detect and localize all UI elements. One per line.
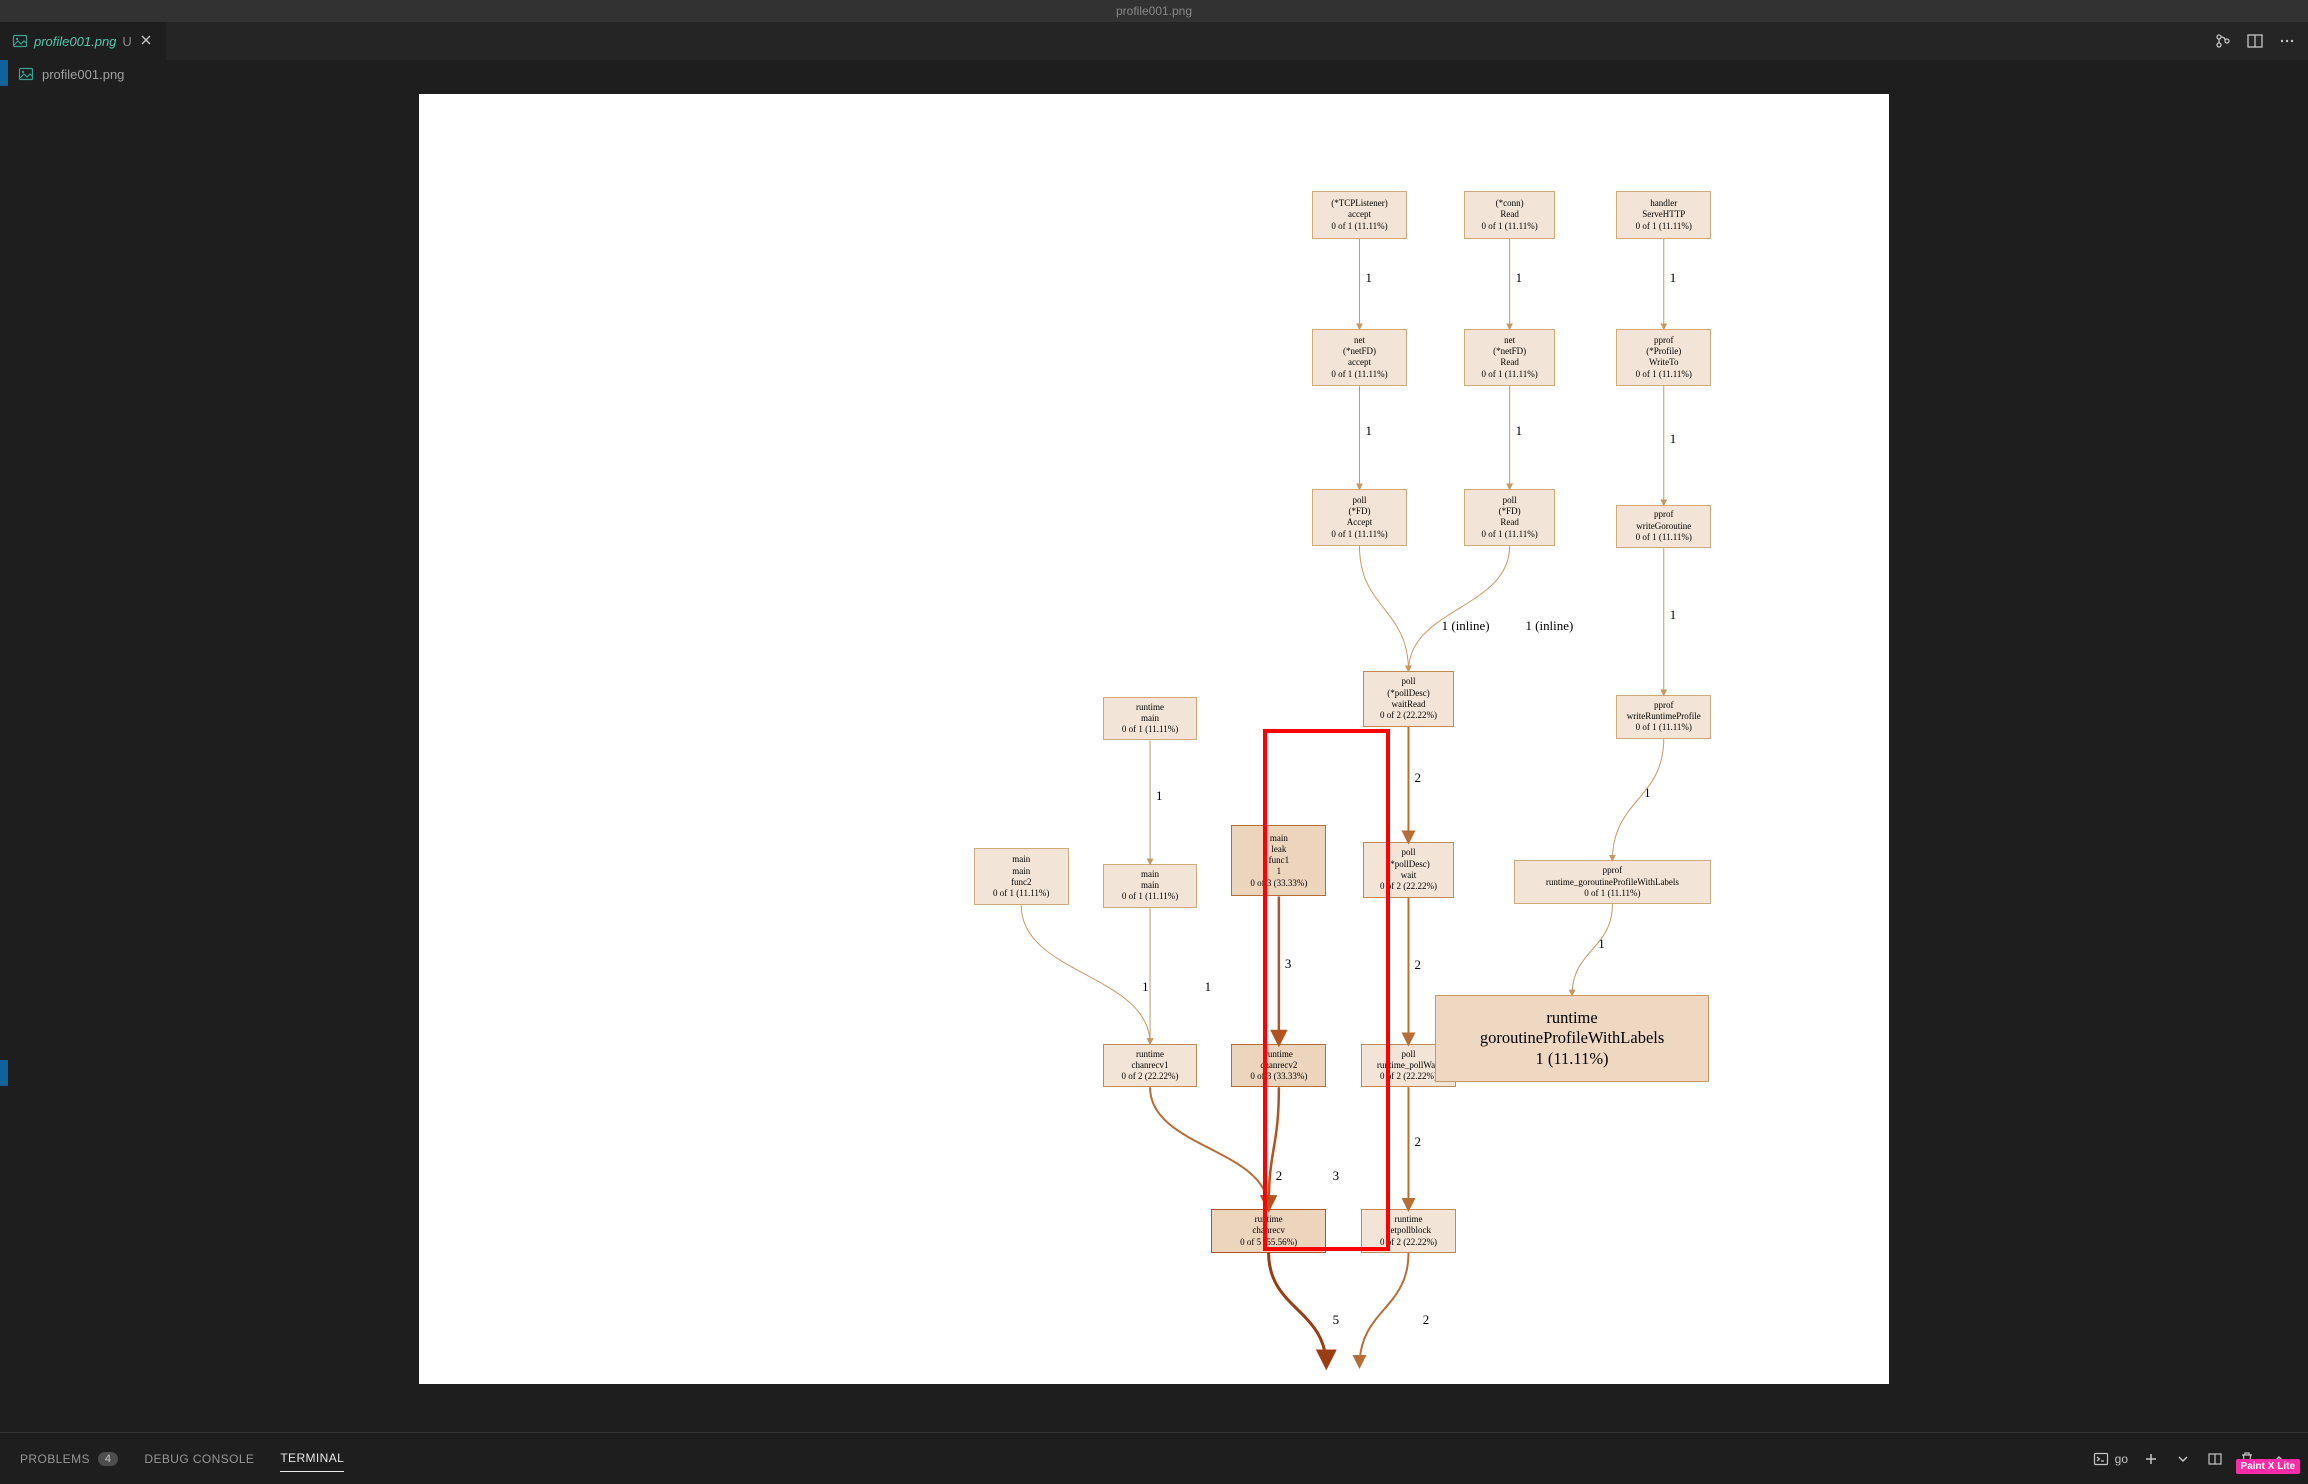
graph-node: poll(*FD)Read0 of 1 (11.11%) bbox=[1464, 489, 1555, 546]
titlebar-text: profile001.png bbox=[1116, 4, 1192, 18]
tab-actions bbox=[2214, 22, 2308, 60]
graph-node: pprof(*Profile)WriteTo0 of 1 (11.11%) bbox=[1616, 329, 1711, 386]
graph-node: poll(*FD)Accept0 of 1 (11.11%) bbox=[1312, 489, 1407, 546]
edge-label: 1 bbox=[1365, 423, 1371, 439]
tab-terminal[interactable]: TERMINAL bbox=[280, 1445, 344, 1472]
graph-node: mainmainfunc20 of 1 (11.11%) bbox=[974, 848, 1069, 905]
edge-label: 2 bbox=[1423, 1312, 1429, 1328]
graph-node: pprofwriteGoroutine0 of 1 (11.11%) bbox=[1616, 505, 1711, 548]
tab-debug-console[interactable]: DEBUG CONSOLE bbox=[144, 1446, 254, 1472]
split-terminal-icon[interactable] bbox=[2206, 1450, 2224, 1468]
edge-label: 1 bbox=[1365, 270, 1371, 286]
tab-problems-label: PROBLEMS bbox=[20, 1452, 90, 1466]
graph-node: runtimenetpollblock0 of 2 (22.22%) bbox=[1361, 1209, 1456, 1253]
edge-label: 1 bbox=[1644, 785, 1650, 801]
graph-node: poll(*pollDesc)wait0 of 2 (22.22%) bbox=[1363, 842, 1454, 898]
graph-node: pprofwriteRuntimeProfile0 of 1 (11.11%) bbox=[1616, 695, 1711, 739]
edge-label: 2 bbox=[1414, 1134, 1420, 1150]
editor-area: (*TCPListener)accept0 of 1 (11.11%) (*con… bbox=[0, 88, 2308, 1432]
image-file-icon bbox=[18, 66, 34, 82]
new-terminal-icon[interactable] bbox=[2142, 1450, 2160, 1468]
terminal-profile[interactable]: go bbox=[2093, 1451, 2128, 1467]
edge-label: 1 bbox=[1516, 423, 1522, 439]
chevron-down-icon[interactable] bbox=[2174, 1450, 2192, 1468]
graph-node: runtimemain0 of 1 (11.11%) bbox=[1103, 697, 1198, 741]
profile-graph-image: (*TCPListener)accept0 of 1 (11.11%) (*con… bbox=[419, 94, 1889, 1384]
terminal-lang: go bbox=[2115, 1452, 2128, 1466]
watermark: Paint X Lite bbox=[2236, 1459, 2300, 1474]
terminal-icon bbox=[2093, 1451, 2109, 1467]
problems-badge: 4 bbox=[98, 1452, 119, 1466]
image-file-icon bbox=[12, 33, 28, 49]
tab-terminal-label: TERMINAL bbox=[280, 1451, 344, 1465]
graph-node: poll(*pollDesc)waitRead0 of 2 (22.22%) bbox=[1363, 671, 1454, 727]
breadcrumb: profile001.png bbox=[0, 60, 2308, 88]
tab-modified-marker: U bbox=[122, 34, 131, 49]
edge-label: 1 bbox=[1205, 979, 1211, 995]
edge-label: 2 bbox=[1414, 957, 1420, 973]
close-icon[interactable] bbox=[138, 33, 154, 50]
panel-tabs: PROBLEMS 4 DEBUG CONSOLE TERMINAL bbox=[20, 1445, 344, 1472]
graph-node: mainmain0 of 1 (11.11%) bbox=[1103, 864, 1198, 908]
graph-node: net(*netFD)accept0 of 1 (11.11%) bbox=[1312, 329, 1407, 386]
graph-node: (*TCPListener)accept0 of 1 (11.11%) bbox=[1312, 191, 1407, 239]
edge-label: 1 bbox=[1670, 431, 1676, 447]
more-icon[interactable] bbox=[2278, 32, 2296, 50]
tab-filename: profile001.png bbox=[34, 34, 116, 49]
graph-node: net(*netFD)Read0 of 1 (11.11%) bbox=[1464, 329, 1555, 386]
graph-node: runtimechanrecv20 of 3 (33.33%) bbox=[1231, 1044, 1326, 1088]
compare-icon[interactable] bbox=[2214, 32, 2232, 50]
breadcrumb-filename: profile001.png bbox=[42, 67, 124, 82]
graph-node: handlerServeHTTP0 of 1 (11.11%) bbox=[1616, 191, 1711, 239]
graph-node-large: runtimegoroutineProfileWithLabels1 (11.1… bbox=[1435, 995, 1708, 1082]
edge-label: 2 bbox=[1276, 1168, 1282, 1184]
graph-node: runtimechanrecv10 of 2 (22.22%) bbox=[1103, 1044, 1198, 1088]
bottom-panel: PROBLEMS 4 DEBUG CONSOLE TERMINAL go bbox=[0, 1432, 2308, 1484]
editor-tab[interactable]: profile001.png U bbox=[0, 22, 167, 60]
edge-label: 1 bbox=[1516, 270, 1522, 286]
edge-label: 1 bbox=[1156, 788, 1162, 804]
edge-label: 5 bbox=[1333, 1312, 1339, 1328]
edge-label: 3 bbox=[1285, 956, 1291, 972]
graph-node: mainleakfunc110 of 3 (33.33%) bbox=[1231, 825, 1326, 896]
edge-label: 3 bbox=[1333, 1168, 1339, 1184]
graph-node: pprofruntime_goroutineProfileWithLabels0… bbox=[1514, 860, 1712, 904]
tab-problems[interactable]: PROBLEMS 4 bbox=[20, 1446, 118, 1472]
edge-label: 1 bbox=[1142, 979, 1148, 995]
edge-label: 1 bbox=[1670, 270, 1676, 286]
split-editor-icon[interactable] bbox=[2246, 32, 2264, 50]
graph-node: (*conn)Read0 of 1 (11.11%) bbox=[1464, 191, 1555, 239]
tab-debug-label: DEBUG CONSOLE bbox=[144, 1452, 254, 1466]
activity-marker bbox=[0, 60, 8, 86]
edge-label: 1 (inline) bbox=[1442, 618, 1490, 634]
tab-bar: profile001.png U bbox=[0, 22, 2308, 60]
edge-label: 1 (inline) bbox=[1525, 618, 1573, 634]
title-bar: profile001.png bbox=[0, 0, 2308, 22]
edge-label: 1 bbox=[1598, 936, 1604, 952]
edge-label: 1 bbox=[1670, 607, 1676, 623]
graph-node: runtimechanrecv0 of 5 (55.56%) bbox=[1211, 1209, 1326, 1253]
edge-label: 2 bbox=[1414, 770, 1420, 786]
